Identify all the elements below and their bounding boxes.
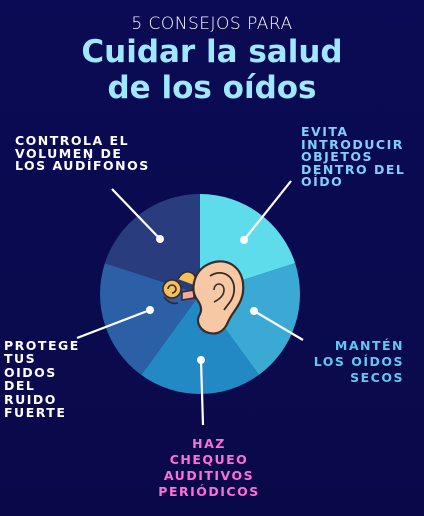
tip-checkups-line: HAZ [192,436,226,451]
tip-checkups-line: CHEQUEO [169,452,249,467]
ear-inner-line [213,283,225,303]
tip-volume: CONTROLA EL VOLUMEN DE LOS AUDÍFONOS [15,133,150,173]
tip-protect-line: DEL [4,378,36,394]
connectors [76,180,304,426]
tip-volume-line: LOS AUDÍFONOS [15,158,150,173]
tip-dry: MANTÉN LOS OÍDOS SECOS [314,338,404,386]
page-title: Cuidar la salud de los oídos [0,34,424,106]
tip-objects-line: EVITA [301,124,349,139]
connector-objects [243,180,292,241]
tip-objects-line: DENTRO DEL [301,161,406,177]
connector-protect [76,308,151,340]
connector-dot-checkups [197,356,205,364]
tip-protect-line: RUIDO [4,391,57,407]
tip-objects: EVITA INTRODUCIR OBJETOS DENTRO DEL OÍDO [301,124,406,189]
subtitle: 5 CONSEJOS PARA [131,14,293,34]
connector-dry [253,310,304,341]
segment-volume [104,194,200,294]
connector-checkups [199,359,205,426]
connector-volume [111,188,161,240]
tip-protect: PROTEGE TUS OIDOS DEL RUIDO FUERTE [4,338,80,421]
tip-dry-line: SECOS [350,370,404,385]
tip-protect-line: TUS [4,351,37,367]
title-line-2: de los oídos [107,70,317,106]
tip-objects-line: OÍDO [301,174,344,189]
segment-checkups [141,294,259,395]
tip-protect-line: OIDOS [4,364,57,380]
tip-checkups-line: PERIÓDICOS [158,484,260,499]
tip-dry-line: MANTÉN [334,338,404,353]
connector-dot-protect [146,306,154,314]
connector-dot-volume [156,235,164,243]
ear-anatomy-icon [162,260,245,335]
tip-objects-line: INTRODUCIR [301,136,404,152]
tip-checkups-line: AUDITIVOS [163,468,255,483]
tip-dry-line: LOS OÍDOS [313,354,404,369]
tip-protect-line: FUERTE [4,405,67,421]
ear-helix-line [209,271,235,311]
outer-ear-shape [192,260,245,335]
connector-dot-objects [240,236,248,244]
tip-volume-line: VOLUMEN DE [15,145,123,161]
connector-dot-dry [250,307,258,315]
title-line-1: Cuidar la salud [81,34,343,70]
tip-protect-line: PROTEGE [4,338,80,353]
tip-checkups: HAZ CHEQUEO AUDITIVOS PERIÓDICOS [0,436,418,500]
tip-volume-line: CONTROLA EL [15,133,130,148]
tip-objects-line: OBJETOS [301,149,373,164]
